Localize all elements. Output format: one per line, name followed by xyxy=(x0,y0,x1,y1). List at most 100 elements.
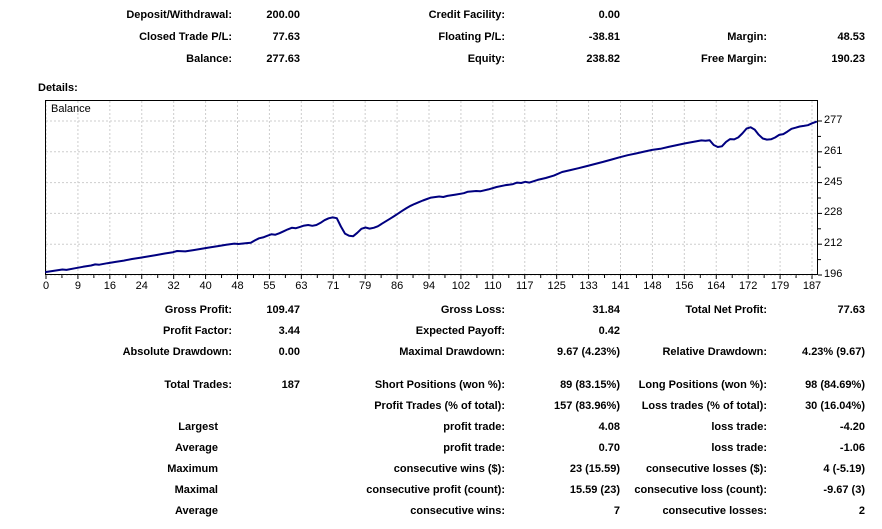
stat-label: consecutive loss (count): xyxy=(634,484,767,496)
stat-value: 7 xyxy=(613,505,620,517)
stat-label: Deposit/Withdrawal: xyxy=(126,9,232,21)
stat-label: Floating P/L: xyxy=(438,31,505,43)
x-tick-label: 117 xyxy=(515,280,534,292)
stat-label: Gross Profit: xyxy=(164,304,232,316)
stat-label: loss trade: xyxy=(711,421,767,433)
stat-label: consecutive profit (count): xyxy=(366,484,505,496)
stat-value: 30 (16.04%) xyxy=(805,400,865,412)
stat-value: 4 (-5.19) xyxy=(823,463,865,475)
x-tick-label: 16 xyxy=(103,280,116,292)
stat-label: profit trade: xyxy=(443,442,505,454)
stat-label: Balance: xyxy=(186,53,232,65)
x-tick-label: 79 xyxy=(359,280,372,292)
stat-value: 15.59 (23) xyxy=(569,484,620,496)
stat-label: Loss trades (% of total): xyxy=(641,400,767,412)
stat-label: Average xyxy=(174,442,218,454)
stat-value xyxy=(232,438,300,459)
stat-value: 190.23 xyxy=(831,53,865,65)
stat-row: Maximal consecutive profit (count): 15.59 … xyxy=(0,480,865,501)
account-summary-grid: Deposit/Withdrawal: 200.00 Credit Facility… xyxy=(0,4,865,70)
stat-label: Relative Drawdown: xyxy=(662,346,767,358)
stat-label xyxy=(620,4,767,26)
stat-row: Deposit/Withdrawal: 200.00 Credit Facility… xyxy=(0,4,865,26)
stat-row: Profit Factor: 3.44 Expected Payoff: 0.42 xyxy=(0,321,865,342)
chart-series-label: Balance xyxy=(51,103,91,115)
stat-label: Equity: xyxy=(467,53,505,65)
stat-value: 277.63 xyxy=(266,53,300,65)
stat-value: 200.00 xyxy=(266,9,300,21)
stat-label: Maximal xyxy=(174,484,218,496)
stat-value: -9.67 (3) xyxy=(823,484,865,496)
y-tick-label: 277 xyxy=(824,114,843,126)
stat-value: 4.08 xyxy=(598,421,620,433)
balance-curve-canvas xyxy=(45,100,822,279)
balance-chart: Balance xyxy=(45,100,826,283)
x-tick-label: 71 xyxy=(327,280,340,292)
stat-row: Gross Profit: 109.47 Gross Loss: 31.84 Total… xyxy=(0,300,865,321)
stat-value: 0.42 xyxy=(598,325,620,337)
stat-value: 157 (83.96%) xyxy=(553,400,620,412)
stat-label: consecutive wins: xyxy=(410,505,505,517)
x-tick-label: 48 xyxy=(231,280,244,292)
stat-row: Profit Trades (% of total): 157 (83.96%) L… xyxy=(0,396,865,417)
stat-label: Short Positions (won %): xyxy=(374,379,505,391)
stat-label: Total Net Profit: xyxy=(685,304,767,316)
y-tick-label: 228 xyxy=(824,206,843,219)
stat-row: Average profit trade: 0.70 loss trade: -1.06 xyxy=(0,438,865,459)
stat-value: 31.84 xyxy=(592,304,620,316)
stat-value: 77.63 xyxy=(272,31,300,43)
x-tick-label: 148 xyxy=(643,280,662,292)
stat-label: consecutive losses: xyxy=(662,505,767,517)
statistics-grid: Gross Profit: 109.47 Gross Loss: 31.84 Total… xyxy=(0,300,865,522)
stat-label: Profit Trades (% of total): xyxy=(374,400,505,412)
stat-value xyxy=(232,417,300,438)
stat-value: 9.67 (4.23%) xyxy=(557,346,620,358)
stat-value: -1.06 xyxy=(839,442,865,454)
stat-label xyxy=(0,396,232,417)
x-tick-label: 63 xyxy=(295,280,308,292)
x-tick-label: 110 xyxy=(484,280,502,292)
stat-label: Absolute Drawdown: xyxy=(122,346,232,358)
stat-label: Maximum xyxy=(167,463,218,475)
stat-value: 0.70 xyxy=(598,442,620,454)
x-tick-label: 133 xyxy=(579,280,598,292)
stat-row: Maximum consecutive wins ($): 23 (15.59) co… xyxy=(0,459,865,480)
stat-label: consecutive losses ($): xyxy=(645,463,767,475)
stat-label: Expected Payoff: xyxy=(415,325,505,337)
stat-label: Free Margin: xyxy=(700,53,767,65)
stat-value: 3.44 xyxy=(278,325,300,337)
x-tick-label: 125 xyxy=(547,280,566,292)
stat-label: Gross Loss: xyxy=(440,304,505,316)
stat-label: profit trade: xyxy=(443,421,505,433)
x-tick-label: 102 xyxy=(451,280,471,292)
x-tick-label: 86 xyxy=(390,280,404,292)
details-label: Details: xyxy=(38,82,78,94)
stat-value: -4.20 xyxy=(839,421,865,433)
stat-value: 4.23% (9.67) xyxy=(802,346,865,358)
y-tick-label: 196 xyxy=(824,268,843,280)
x-axis-labels: 0 9 16 24 32 40 48 55 63 71 79 86 94 102 110 117 125 133 1… xyxy=(42,280,835,294)
stat-label: Largest xyxy=(178,421,218,433)
x-tick-label: 9 xyxy=(74,280,81,292)
y-tick-label: 212 xyxy=(824,237,843,250)
stat-value xyxy=(232,459,300,480)
stat-row: Largest profit trade: 4.08 loss trade: -4.20 xyxy=(0,417,865,438)
x-tick-label: 141 xyxy=(611,280,630,292)
stat-value: 89 (83.15%) xyxy=(560,379,620,391)
x-tick-label: 172 xyxy=(738,280,758,292)
stat-value xyxy=(767,4,865,26)
x-tick-label: 0 xyxy=(42,280,50,292)
stat-label: Average xyxy=(174,505,218,517)
stat-label: Total Trades: xyxy=(164,379,232,391)
stat-value xyxy=(232,501,300,522)
stat-label: Profit Factor: xyxy=(162,325,232,337)
x-tick-label: 179 xyxy=(770,280,790,292)
x-tick-label: 40 xyxy=(199,280,212,292)
stat-row: Closed Trade P/L: 77.63 Floating P/L: -38.8… xyxy=(0,26,865,48)
stat-value: 77.63 xyxy=(837,304,865,316)
stat-row: Total Trades: 187 Short Positions (won %):… xyxy=(0,375,865,396)
x-tick-label: 187 xyxy=(802,280,822,292)
stat-value: 0.00 xyxy=(278,346,300,358)
y-tick-label: 245 xyxy=(824,175,843,188)
